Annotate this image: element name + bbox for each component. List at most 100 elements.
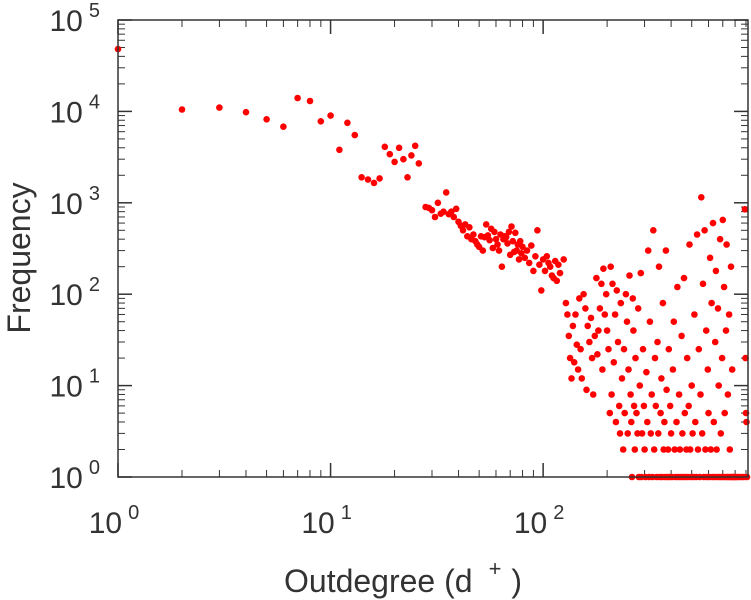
data-point <box>693 231 701 238</box>
data-point <box>742 354 749 362</box>
data-point <box>681 409 689 417</box>
data-point <box>676 446 684 453</box>
x-minor-ticks <box>181 20 747 477</box>
data-point <box>376 175 383 182</box>
data-point <box>689 430 696 437</box>
data-point <box>621 409 628 417</box>
data-point <box>242 108 250 116</box>
data-point <box>647 430 655 437</box>
data-point <box>589 391 597 398</box>
data-point <box>646 318 654 326</box>
data-point <box>555 261 562 269</box>
data-point <box>718 354 726 362</box>
data-point <box>491 228 498 236</box>
data-point <box>724 391 732 398</box>
data-point <box>721 409 728 417</box>
data-point <box>725 311 733 318</box>
data-point <box>565 332 573 340</box>
data-point <box>599 366 606 373</box>
data-point <box>717 430 725 437</box>
data-point <box>613 287 621 294</box>
data-point <box>655 430 662 437</box>
data-point <box>566 354 574 362</box>
data-point <box>609 280 616 288</box>
data-point <box>634 305 642 312</box>
data-point <box>336 146 343 154</box>
data-point <box>578 375 586 382</box>
data-point <box>504 240 511 247</box>
y-axis-label: Frequency <box>1 182 37 333</box>
data-point <box>663 386 670 394</box>
data-point <box>631 446 639 453</box>
data-point <box>530 267 537 275</box>
y-tick-label: 10 1 <box>50 366 101 404</box>
data-point <box>479 247 487 254</box>
data-point <box>543 252 551 260</box>
data-point <box>640 402 648 410</box>
y-major-ticks <box>118 19 748 478</box>
data-point <box>494 241 501 248</box>
data-point <box>723 241 730 248</box>
data-point <box>698 430 706 437</box>
data-point <box>364 176 372 183</box>
data-point <box>564 311 571 318</box>
data-point <box>657 409 664 417</box>
data-point <box>466 224 473 231</box>
data-point <box>632 354 639 362</box>
data-point <box>518 250 525 257</box>
data-point <box>521 254 529 262</box>
data-point <box>595 327 602 334</box>
x-tick-label: 10 0 <box>89 502 140 540</box>
data-point <box>505 228 513 236</box>
data-point <box>688 382 695 389</box>
data-point <box>440 208 447 215</box>
data-point <box>670 318 678 326</box>
data-point <box>612 418 620 426</box>
data-point <box>607 263 614 271</box>
data-point <box>686 241 693 248</box>
data-point <box>317 118 325 125</box>
data-point <box>629 295 637 302</box>
data-point <box>678 332 685 340</box>
data-point <box>722 327 730 334</box>
data-point <box>610 359 618 366</box>
data-point <box>495 247 503 254</box>
data-point <box>655 263 663 271</box>
data-point <box>669 366 677 373</box>
data-point <box>716 235 724 243</box>
data-point <box>294 94 301 102</box>
data-point <box>694 446 702 453</box>
data-point <box>431 213 439 221</box>
y-tick-label: 10 5 <box>50 0 101 38</box>
data-point <box>516 237 524 245</box>
data-point <box>512 229 519 237</box>
data-point <box>644 247 652 254</box>
data-point <box>673 418 680 426</box>
data-point <box>720 283 728 291</box>
data-point <box>702 327 710 334</box>
data-point <box>698 194 705 201</box>
data-point <box>391 158 398 166</box>
data-point <box>400 155 407 163</box>
data-point <box>606 409 614 417</box>
data-point <box>622 290 630 298</box>
data-point <box>386 150 394 158</box>
data-point <box>434 199 442 207</box>
data-point <box>708 299 715 307</box>
data-point <box>602 290 610 298</box>
data-point <box>620 345 628 353</box>
data-point <box>658 375 665 382</box>
data-point <box>594 351 601 358</box>
data-point <box>617 299 625 307</box>
data-point <box>582 305 589 312</box>
data-point <box>459 227 467 234</box>
data-point <box>659 299 667 307</box>
data-point <box>358 174 365 181</box>
data-point <box>381 143 389 151</box>
data-point <box>525 259 533 267</box>
data-point <box>650 446 658 453</box>
data-point <box>580 290 587 298</box>
data-point <box>489 244 497 252</box>
data-point <box>568 375 575 382</box>
data-point <box>628 418 635 426</box>
